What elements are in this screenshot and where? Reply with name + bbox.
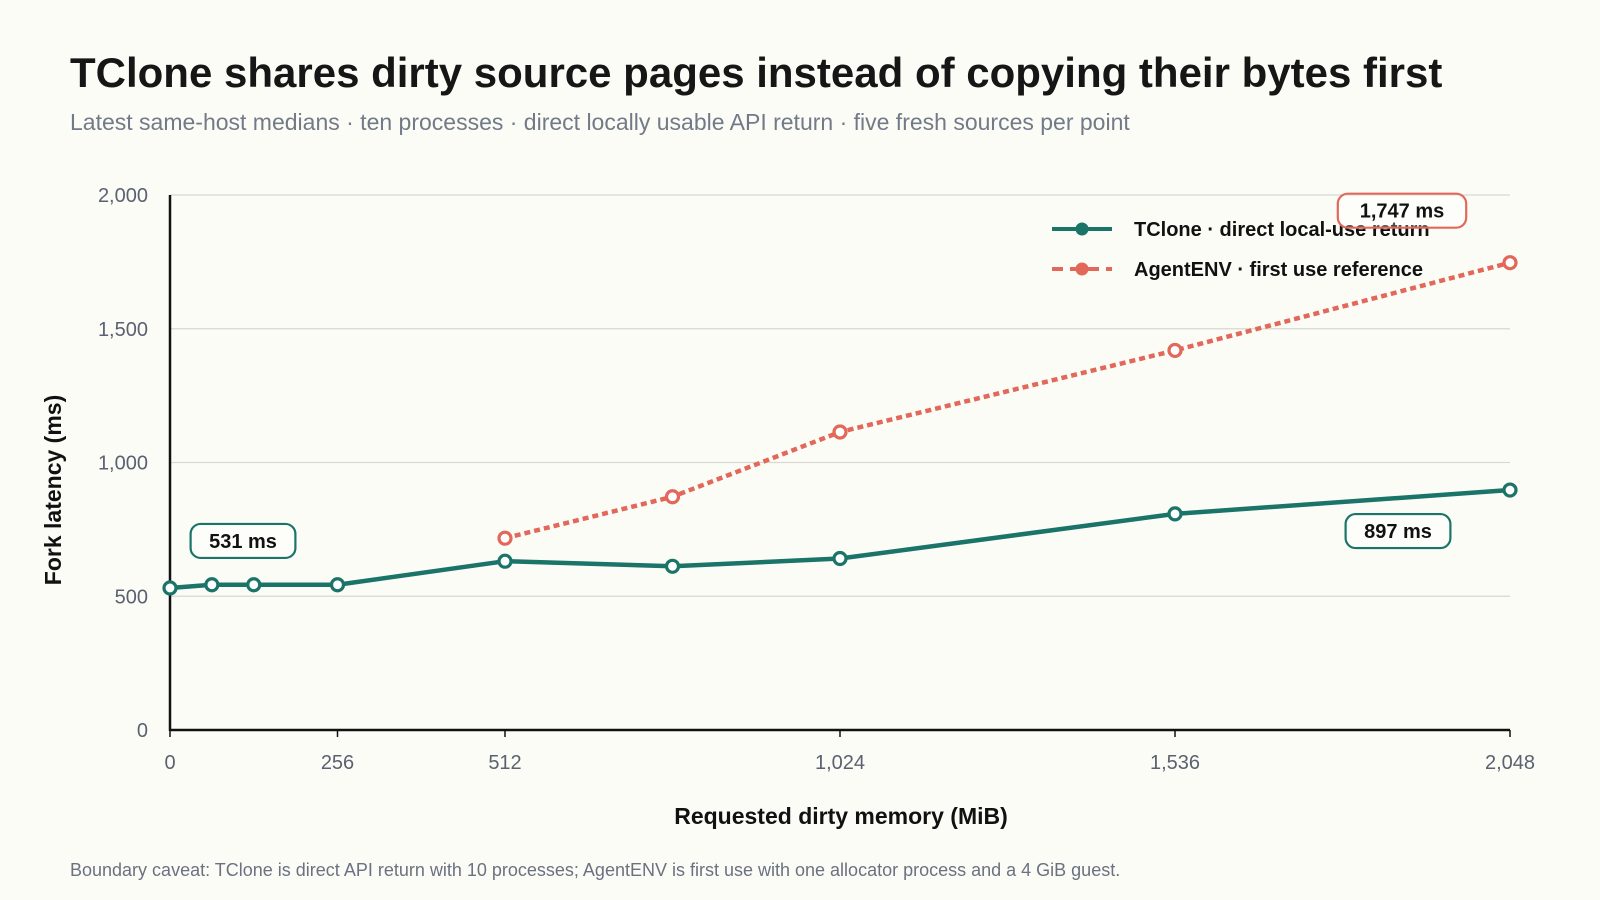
y-tick-label: 0: [137, 720, 148, 742]
callout-box: [1344, 512, 1452, 550]
data-point: [832, 550, 848, 567]
data-point: [664, 558, 681, 574]
y-tick-label: 500: [115, 586, 148, 608]
legend-swatch-marker: [1075, 222, 1089, 236]
x-tick-label: 1,536: [1150, 752, 1200, 774]
data-point: [1167, 506, 1183, 522]
legend: TClone · direct local-use return AgentENV…: [1052, 219, 1430, 281]
callout-box: [189, 522, 297, 560]
gridlines: [170, 194, 1510, 597]
data-point: [204, 577, 220, 593]
x-tick-label: 0: [164, 752, 175, 774]
legend-label: TClone · direct local-use return: [1134, 219, 1430, 241]
x-axis-title: Requested dirty memory (MiB): [674, 803, 1008, 829]
legend-swatch-marker: [1075, 262, 1089, 276]
chart-subtitle: Latest same-host medians · ten processes…: [70, 109, 1130, 135]
x-tick-label: 256: [321, 752, 354, 774]
data-point: [246, 577, 262, 593]
footnote: Boundary caveat: TClone is direct API re…: [70, 860, 1120, 880]
axes: [168, 195, 1511, 737]
series-points: [162, 255, 1518, 596]
y-tick-label: 1,500: [98, 319, 148, 341]
data-point: [329, 577, 346, 593]
callout-label: 531 ms: [209, 531, 277, 553]
series-line-2: [504, 260, 1511, 541]
x-tick-label: 512: [488, 752, 521, 774]
y-axis-title: Fork latency (ms): [40, 395, 66, 585]
data-point: [832, 424, 848, 440]
callout-label: 897 ms: [1364, 521, 1432, 543]
series-line-1: [169, 487, 1511, 591]
data-point: [664, 489, 681, 505]
data-point: [497, 530, 513, 546]
y-tick-label: 2,000: [98, 185, 148, 207]
legend-label: AgentENV · first use reference: [1134, 259, 1423, 281]
data-point: [497, 553, 513, 569]
x-tick-label: 2,048: [1485, 752, 1535, 774]
y-tick-label: 1,000: [98, 453, 148, 475]
data-point: [1502, 482, 1518, 498]
callouts: 531 ms 897 ms 1,747 ms: [189, 192, 1468, 560]
x-tick-label: 1,024: [815, 752, 865, 774]
data-point: [1167, 342, 1183, 359]
chart-title: TClone shares dirty source pages instead…: [70, 49, 1442, 96]
callout-box: [1336, 192, 1468, 229]
data-point: [162, 580, 178, 596]
tick-labels: 0 500 1,000 1,500 2,000 0 256 512 1,024 1,536 2,04…: [98, 185, 1535, 774]
data-point: [1502, 255, 1518, 271]
callout-label: 1,747 ms: [1360, 201, 1445, 223]
